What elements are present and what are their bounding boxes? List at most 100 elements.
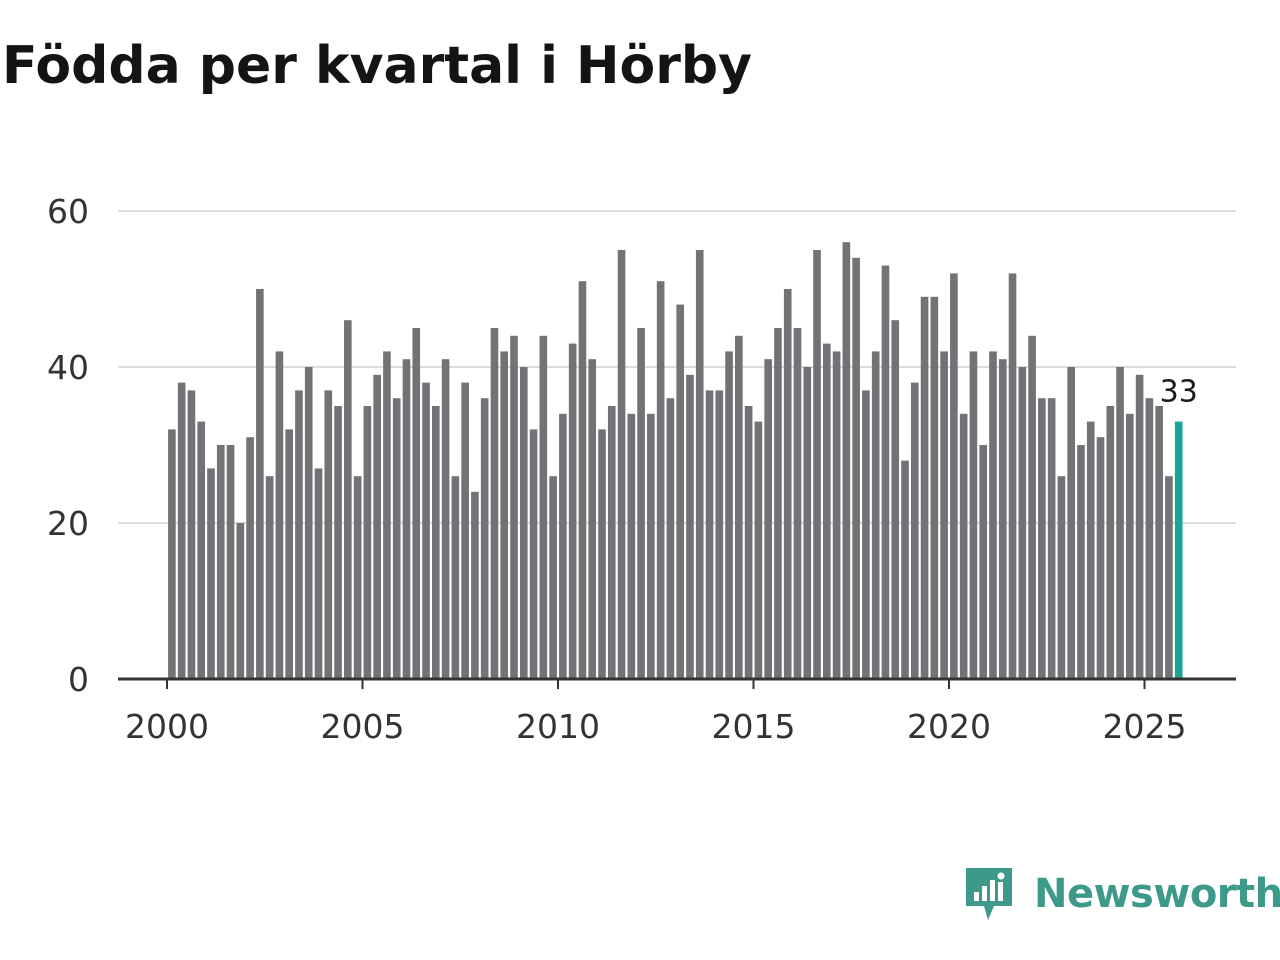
last-value-label: 33 [1160,375,1198,410]
bar [1135,374,1144,679]
x-tick-label: 2020 [907,707,991,746]
bar [578,281,587,679]
y-tick-label: 40 [47,348,89,387]
bar [793,328,802,679]
bar [617,250,626,679]
bar [950,273,958,679]
bar [910,382,919,679]
y-tick-label: 20 [47,504,89,543]
bar [549,476,557,679]
x-tick-label: 2010 [516,707,600,746]
bar [989,351,997,679]
bar [1145,398,1154,679]
bar [275,351,284,679]
bar [901,460,909,679]
y-axis: 0 20 40 60 [47,192,89,699]
bar [559,413,567,679]
bar [236,523,245,679]
bar [441,359,450,679]
bar [422,382,430,679]
bar [324,390,333,679]
bar [1126,413,1134,679]
bar [920,296,929,679]
bar [471,491,479,679]
bar [1028,335,1036,679]
bar [666,398,675,679]
bar [304,367,313,679]
bar [187,390,196,679]
bar [402,359,411,679]
bar [461,382,469,679]
bar [480,398,489,679]
bars [168,242,1183,679]
newsworthy-logo[interactable]: Newsworthy [964,864,1280,924]
bar [764,359,772,679]
bar [529,429,538,679]
bar [871,351,880,679]
bar [647,413,655,679]
bar [881,265,890,679]
bar-highlight [1174,421,1183,679]
bar [676,304,684,679]
bar [852,257,860,679]
bar [334,406,342,679]
bar [607,406,616,679]
newsworthy-logo-icon [966,868,1012,920]
bar [588,359,597,679]
bar [813,250,821,679]
bar [226,445,235,679]
bar [1008,273,1017,679]
bar [265,476,274,679]
bar [1077,445,1085,679]
bar [823,343,831,679]
bar [803,367,812,679]
bar [832,351,841,679]
bar [539,335,548,679]
bar [432,406,440,679]
y-tick-label: 60 [47,192,89,231]
bar [216,445,225,679]
bar [656,281,665,679]
bar [1096,437,1105,679]
bar [979,445,988,679]
bar [353,476,362,679]
bar [774,328,782,679]
bar [686,374,694,679]
bar [940,351,948,679]
chart-title: Födda per kvartal i Hörby [2,36,753,96]
bar [197,421,206,679]
bar [998,359,1007,679]
bar [715,390,724,679]
bar [783,289,792,679]
bar [1047,398,1056,679]
bar [627,413,636,679]
bar [373,374,381,679]
bar [344,320,352,679]
newsworthy-logo-text: Newsworthy [1034,871,1280,917]
bar [256,289,264,679]
bar [637,328,645,679]
bar [744,406,753,679]
bar [959,413,968,679]
bar [1165,476,1173,679]
bar [490,328,499,679]
bar [735,335,743,679]
bar [568,343,577,679]
bar [891,320,900,679]
x-tick-label: 2015 [712,707,796,746]
bar [695,250,704,679]
bar [168,429,176,679]
bar [862,390,870,679]
x-tick-label: 2005 [321,707,405,746]
bar [510,335,518,679]
bar [1038,398,1046,679]
bar [842,242,851,679]
bar [412,328,421,679]
bar [1155,406,1163,679]
bar [314,468,323,679]
bar [705,390,714,679]
bar [392,398,401,679]
bar [1086,421,1095,679]
bar [207,468,215,679]
